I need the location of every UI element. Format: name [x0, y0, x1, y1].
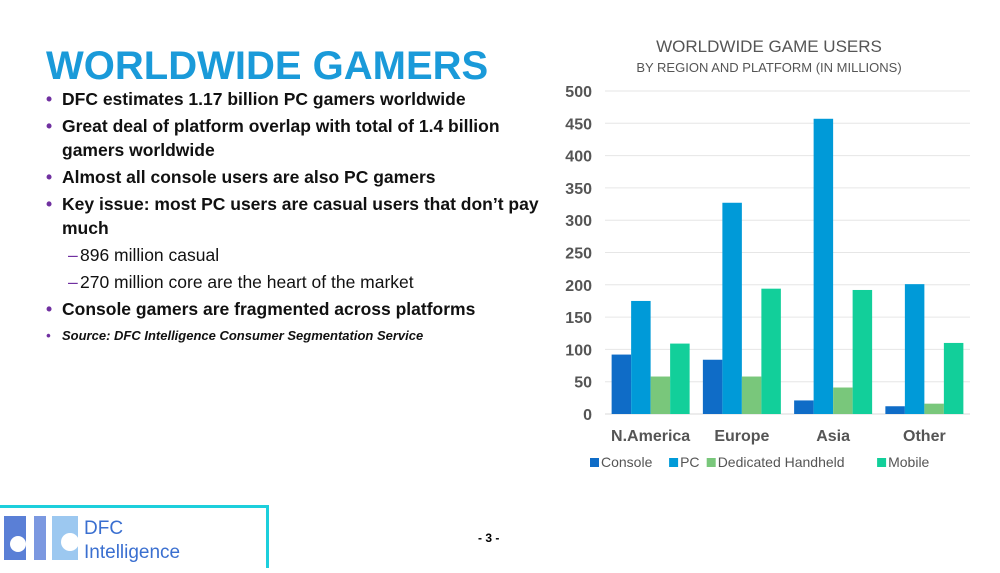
source-note: Source: DFC Intelligence Consumer Segmen…: [46, 324, 566, 348]
slide-title: WORLDWIDE GAMERS: [46, 44, 489, 88]
bar-mobile: [943, 342, 964, 414]
sub-bullet: 896 million casual: [46, 243, 566, 267]
y-tick-label: 150: [565, 310, 592, 327]
y-tick-label: 450: [565, 116, 592, 133]
sub-bullet-text: 896 million casual: [80, 245, 220, 265]
y-tick-label: 200: [565, 278, 592, 295]
bar-dedicated-handheld: [833, 387, 853, 414]
bullet: Key issue: most PC users are casual user…: [46, 192, 566, 240]
dfc-logo: DFC Intelligence: [0, 505, 269, 568]
y-tick-label: 250: [565, 246, 592, 263]
x-tick-label: Asia: [816, 428, 850, 445]
bar-console: [702, 359, 723, 414]
bar-mobile: [852, 289, 873, 414]
bar-pc: [813, 118, 834, 414]
bullet: DFC estimates 1.17 billion PC gamers wor…: [46, 87, 566, 111]
bar-pc: [631, 300, 651, 414]
page-number: - 3 -: [478, 531, 500, 545]
bar-mobile: [761, 288, 781, 414]
x-tick-label: Other: [903, 428, 946, 445]
y-tick-label: 300: [565, 213, 592, 230]
y-tick-label: 500: [565, 84, 592, 101]
logo-mark: DFC Intelligence: [4, 516, 180, 563]
bullet: Console gamers are fragmented across pla…: [46, 297, 566, 321]
bullet-list: DFC estimates 1.17 billion PC gamers wor…: [46, 87, 566, 351]
logo-line2: Intelligence: [84, 542, 180, 563]
bar-dedicated-handheld: [741, 376, 762, 414]
legend-swatch: [669, 458, 679, 467]
bar-pc: [722, 202, 742, 414]
chart-title: WORLDWIDE GAME USERS: [656, 37, 882, 56]
bar-mobile: [670, 343, 690, 414]
legend-label: Console: [601, 454, 653, 470]
logo-line1: DFC: [84, 518, 123, 539]
y-tick-label: 350: [565, 181, 592, 198]
legend-label: Mobile: [888, 454, 929, 470]
bar-chart: WORLDWIDE GAME USERS BY REGION AND PLATF…: [565, 37, 970, 470]
legend-label: PC: [680, 454, 699, 470]
legend-swatch: [590, 458, 599, 467]
y-tick-label: 0: [583, 407, 592, 424]
sub-bullet: 270 million core are the heart of the ma…: [46, 270, 566, 294]
sub-bullet-text: 270 million core are the heart of the ma…: [80, 272, 414, 292]
legend-swatch: [877, 458, 887, 467]
bar-dedicated-handheld: [650, 376, 671, 414]
bar-console: [885, 406, 905, 414]
legend-label: Dedicated Handheld: [718, 454, 845, 470]
y-tick-label: 100: [565, 342, 592, 359]
bar-console: [611, 354, 632, 414]
bar-pc: [904, 284, 925, 414]
bar-dedicated-handheld: [924, 403, 944, 414]
y-tick-label: 400: [565, 149, 592, 166]
x-tick-label: Europe: [714, 428, 769, 445]
bullet: Almost all console users are also PC gam…: [46, 165, 566, 189]
x-tick-label: N.America: [611, 428, 690, 445]
bar-console: [794, 400, 814, 414]
legend-swatch: [706, 458, 716, 467]
bullet: Great deal of platform overlap with tota…: [46, 114, 566, 162]
y-tick-label: 50: [574, 375, 592, 392]
chart-subtitle: BY REGION AND PLATFORM (IN MILLIONS): [636, 60, 901, 75]
